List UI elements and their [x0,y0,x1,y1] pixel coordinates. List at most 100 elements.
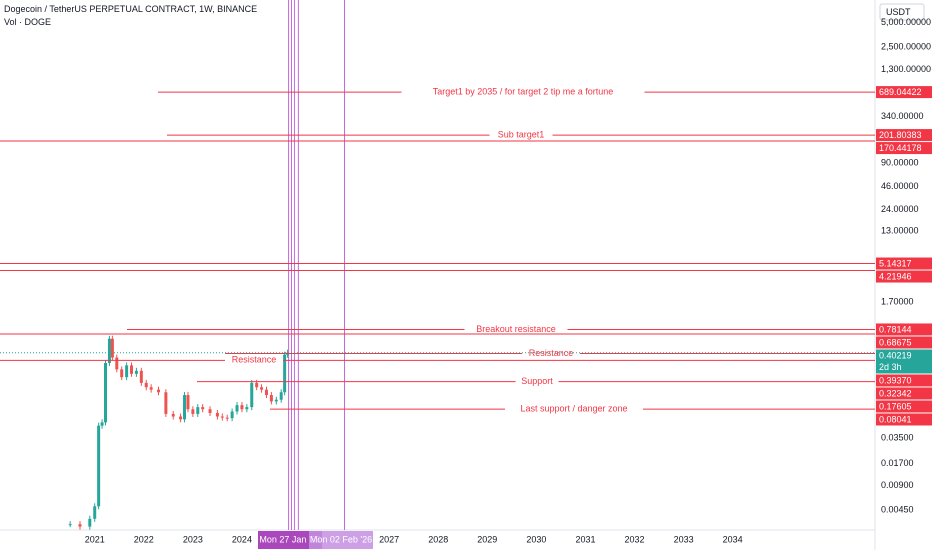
price-label: 0.08041 [879,414,912,424]
price-label-bg [876,413,932,426]
price-label-bg [876,336,932,349]
y-tick-label: 340.00000 [881,111,924,121]
price-label-bg [876,323,932,336]
candle-body [171,413,175,417]
price-label-bg [876,86,932,99]
y-tick-label: 5,000.00000 [881,17,931,27]
level-text: Sub target1 [498,129,545,139]
level-text-bg [464,323,568,336]
price-label-bg [876,387,932,400]
candle-body [215,412,219,417]
y-tick-label: 90.00000 [881,158,919,168]
currency-box [879,3,925,21]
candle-body [183,395,187,420]
x-tick-label: 2034 [723,534,743,544]
y-tick-label: 0.00900 [881,480,914,490]
x-tick-label: 2023 [183,534,203,544]
x-tick-label: 2031 [575,534,595,544]
price-label-bg [876,270,932,283]
y-tick-label: 13.00000 [881,225,919,235]
x-tick-label: 2027 [379,534,399,544]
price-label: 4.21946 [879,271,912,281]
candle-body [240,405,244,410]
candle-body [107,338,111,363]
level-text: Resistance [529,348,574,358]
candle-body [196,407,200,414]
y-tick-label: 24.00000 [881,204,919,214]
x-tick-label: 2033 [674,534,694,544]
y-tick-label: 1,300.00000 [881,64,931,74]
candle-body [115,357,119,370]
y-tick-label: 46.00000 [881,181,919,191]
candle-body [220,416,224,418]
level-text-bg [225,354,283,367]
candle-body [179,416,183,420]
candle-body [269,395,273,402]
price-label-bg [876,257,932,270]
level-text: Breakout resistance [476,324,556,334]
candle-body [279,392,283,400]
candle-body [149,387,153,390]
candle-body [274,399,278,402]
price-label: 0.17605 [879,401,912,411]
level-text-bg [522,347,580,360]
y-tick-label: 1.70000 [881,297,914,307]
candle-body [235,405,239,412]
candle-body [186,395,190,410]
level-text: Resistance [232,355,277,365]
x-tick-label: 2022 [134,534,154,544]
candle-body [230,411,234,419]
candle-body [139,370,143,383]
chart-title: Dogecoin / TetherUS PERPETUAL CONTRACT, … [4,4,258,14]
currency: USDT [886,7,911,17]
x-tick-label: 2032 [625,534,645,544]
price-label: 201.80383 [879,130,922,140]
candle-body [97,425,101,507]
x-tick-label: 2028 [428,534,448,544]
candle-body [93,506,97,519]
price-label: 5.14317 [879,258,912,268]
price-label-bg [876,129,932,142]
y-tick-label: 0.03500 [881,433,914,443]
volume-label: Vol · DOGE [4,17,52,27]
price-label: 0.32342 [879,388,912,398]
level-text: Target1 by 2035 / for target 2 tip me a … [433,86,614,96]
price-label-bg [876,400,932,413]
x-tick-label: 2029 [477,534,497,544]
candle-body [120,369,124,378]
candle-body [255,382,259,388]
price-label: 0.39370 [879,375,912,385]
level-text: Support [521,376,553,386]
candle-body [130,365,134,374]
price-label: 0.68675 [879,337,912,347]
x-tick-label: 2030 [526,534,546,544]
price-label: 0.78144 [879,324,912,334]
x-tick-label: 2021 [85,534,105,544]
candle-body [264,389,268,396]
candle-body [245,407,249,410]
countdown: 2d 3h [879,362,902,372]
candle-body [110,338,114,358]
y-tick-label: 0.00450 [881,504,914,514]
price-label-bg [876,374,932,387]
level-text-bg [489,129,553,142]
candle-body [208,409,212,413]
candle-body [164,392,168,414]
price-label: 689.04422 [879,87,922,97]
candle-body [260,387,264,390]
candle-body [100,422,104,426]
candle-body [225,417,229,419]
candle-body [125,365,129,378]
candle-body [157,389,161,393]
y-tick-label: 0.01700 [881,458,914,468]
price-label-bg [876,349,932,374]
level-text-bg [505,403,643,416]
date-label: Mon 27 Jan '25 [259,534,320,544]
candle-body [68,524,72,526]
candle-body [144,382,148,388]
date-label-bg [258,531,322,549]
level-text-bg [515,375,559,388]
x-tick-label: 2024 [232,534,252,544]
